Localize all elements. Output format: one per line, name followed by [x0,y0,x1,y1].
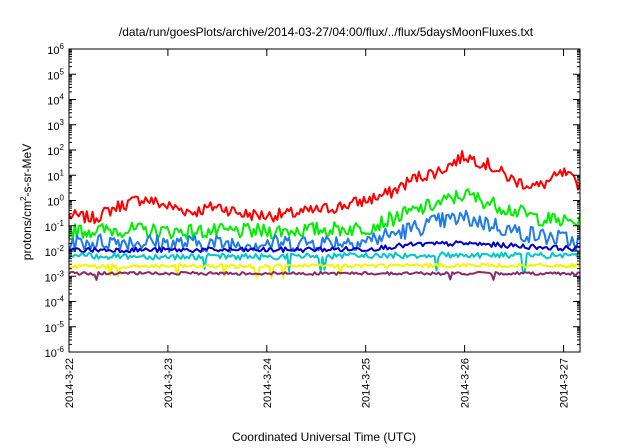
y-tick-label: 104 [47,93,64,108]
y-tick-base: 10 [45,247,57,259]
y-tick-label: 10-1 [45,219,65,234]
x-axis-title: Coordinated Universal Time (UTC) [232,430,416,444]
y-tick-base: 10 [45,272,57,284]
y-tick-base: 10 [47,171,59,183]
series-layer [68,150,581,281]
series-line-4 [68,240,581,254]
y-tick-exponent: 5 [60,67,65,76]
series-line-3 [68,209,581,254]
y-tick-label: 100 [47,194,64,209]
plot-frame [68,48,581,353]
y-axis-title-sup: 2 [19,196,28,201]
y-axis-title: protons/cm2-s-sr-MeV [19,144,34,260]
y-tick-label: 105 [47,67,64,82]
chart-title: /data/run/goesPlots/archive/2014-03-27/0… [119,25,534,39]
y-tick-label: 10-6 [45,345,65,360]
series-line-5 [68,251,581,275]
y-tick-base: 10 [45,323,57,335]
x-tick-label: 2014-3-23 [163,358,175,408]
y-tick-exponent: 0 [60,194,65,203]
series-line-1 [68,150,581,225]
y-tick-exponent: -6 [57,345,65,354]
y-tick-exponent: 2 [60,143,65,152]
tick-layer: 10-610-510-410-310-210-11001011021031041… [45,42,580,408]
y-tick-exponent: -5 [57,320,65,329]
y-axis-title-rest: -s-sr-MeV [20,144,34,197]
y-tick-exponent: -2 [57,244,65,253]
y-tick-base: 10 [45,298,57,310]
y-tick-label: 103 [47,118,64,133]
series-line-2 [68,188,581,240]
y-tick-exponent: 3 [60,118,65,127]
y-tick-exponent: -3 [57,269,65,278]
y-axis-title-base: protons/cm [20,201,34,260]
x-tick-label: 2014-3-27 [559,358,571,408]
y-tick-label: 10-5 [45,320,65,335]
y-tick-base: 10 [45,348,57,360]
series-line-6 [68,262,581,279]
x-tick-label: 2014-3-26 [460,358,472,408]
y-tick-exponent: 4 [60,93,65,102]
y-tick-exponent: -1 [57,219,65,228]
y-tick-exponent: 6 [60,42,65,51]
y-tick-label: 102 [47,143,64,158]
y-tick-label: 101 [47,168,64,183]
y-tick-label: 106 [47,42,64,57]
y-tick-base: 10 [47,121,59,133]
y-tick-label: 10-2 [45,244,65,259]
y-tick-base: 10 [47,96,59,108]
y-tick-base: 10 [47,146,59,158]
y-tick-base: 10 [47,197,59,209]
x-tick-label: 2014-3-25 [361,358,373,408]
series-line-7 [68,270,581,281]
x-tick-label: 2014-3-24 [262,358,274,408]
y-tick-label: 10-3 [45,269,65,284]
y-tick-label: 10-4 [45,295,65,310]
y-tick-exponent: 1 [60,168,65,177]
y-tick-base: 10 [45,222,57,234]
y-tick-base: 10 [47,45,59,57]
y-tick-base: 10 [47,70,59,82]
y-tick-exponent: -4 [57,295,65,304]
x-tick-label: 2014-3-22 [64,358,76,408]
